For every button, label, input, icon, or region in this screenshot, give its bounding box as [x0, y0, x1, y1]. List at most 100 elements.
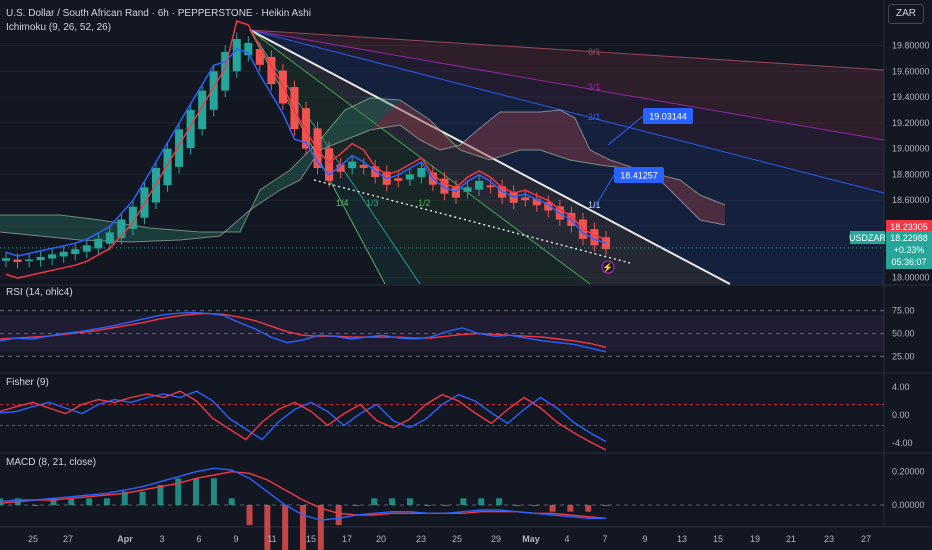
macd-histogram-bar [567, 505, 574, 512]
time-axis-label: 17 [342, 534, 352, 544]
symbol-title[interactable]: U.S. Dollar / South African Rand · 6h · … [6, 8, 311, 19]
candle [359, 164, 368, 168]
macd-histogram-bar [121, 491, 128, 505]
macd-histogram-bar [406, 498, 413, 505]
price-callout-label: 18.41257 [620, 171, 658, 181]
ichimoku-indicator-label[interactable]: Ichimoku (9, 26, 52, 26) [6, 22, 112, 33]
candle [25, 259, 34, 262]
candle [463, 187, 472, 192]
time-axis-label: 25 [452, 534, 462, 544]
macd-axis-label: 0.00000 [892, 500, 925, 510]
candle [255, 49, 264, 65]
senkou-span-a [0, 97, 726, 233]
symbol-badge-label: USDZAR [849, 233, 887, 243]
macd-histogram-bar [282, 505, 289, 550]
gann-fan-line [249, 29, 885, 141]
candle [301, 108, 311, 149]
candle [186, 109, 195, 149]
price-axis-label: 18.00000 [892, 273, 930, 283]
time-axis-label: 27 [63, 534, 73, 544]
candle [313, 128, 322, 168]
fisher-line [0, 390, 607, 451]
gann-fan-zone [250, 30, 884, 284]
time-axis-label: 29 [491, 534, 501, 544]
price-axis-label: 19.20000 [892, 118, 930, 128]
time-axis-label: 6 [196, 534, 201, 544]
price-axis-label: 19.60000 [892, 66, 930, 76]
time-axis-label: May [522, 534, 540, 544]
rsi-line [0, 311, 607, 353]
time-axis-label: 20 [376, 534, 386, 544]
macd-histogram-bar [246, 505, 253, 525]
rsi-panel-title[interactable]: RSI (14, ohlc4) [6, 287, 73, 298]
price-axis-label: 19.00000 [892, 144, 930, 154]
callout-pointer [593, 174, 615, 209]
callout-pointer [607, 115, 644, 146]
candle [544, 202, 553, 211]
time-axis-label: 7 [602, 534, 607, 544]
currency-button[interactable]: ZAR [888, 4, 924, 24]
ichimoku-cloud-bear [370, 100, 725, 225]
gann-fan-line [249, 29, 885, 194]
time-axis-label: 23 [824, 534, 834, 544]
macd-histogram-bar [32, 505, 39, 506]
candle [601, 237, 611, 250]
macd-histogram-bar [442, 505, 449, 506]
time-axis-label: 11 [267, 534, 276, 544]
price-callout-label: 19.03144 [649, 112, 687, 122]
lightning-event-icon [601, 260, 615, 274]
candle [117, 219, 126, 239]
macd-panel-title[interactable]: MACD (8, 21, close) [6, 457, 97, 468]
macd-histogram-bar [103, 498, 110, 505]
macd-histogram-bar [513, 505, 520, 506]
time-axis-label: 19 [750, 534, 760, 544]
last-price-label: 18.22988 [890, 233, 928, 243]
macd-histogram-bar [389, 498, 396, 505]
time-axis-label: 9 [642, 534, 647, 544]
ichimoku-cloud-bull [0, 98, 400, 242]
candle [290, 87, 299, 130]
candle [325, 148, 334, 181]
candle [440, 178, 449, 194]
fisher-trigger-line [0, 390, 607, 443]
candle [221, 51, 230, 91]
macd-histogram-bar [300, 505, 306, 550]
macd-histogram-bar [424, 505, 431, 506]
time-axis-label: 21 [786, 534, 796, 544]
candle [128, 206, 137, 229]
prev-price-badge [886, 220, 932, 233]
tenkan-sen-line [5, 48, 607, 257]
macd-histogram-bar [335, 505, 342, 525]
time-axis-label: 13 [677, 534, 687, 544]
price-callout [643, 108, 693, 124]
candle [1, 258, 11, 261]
macd-axis-label: 0.20000 [892, 467, 925, 477]
candle [521, 197, 530, 201]
bar-countdown-label: 05:36:07 [891, 257, 926, 267]
candle [232, 39, 241, 72]
price-axis-label: 18.80000 [892, 169, 930, 179]
candle [394, 178, 403, 181]
time-axis-label: 3 [159, 534, 164, 544]
candle [209, 71, 218, 110]
macd-histogram-bar [371, 498, 378, 505]
fisher-panel-title[interactable]: Fisher (9) [6, 377, 49, 388]
time-axis-label: 25 [28, 534, 38, 544]
candle [105, 232, 114, 244]
rsi-axis-label: 50.00 [892, 329, 915, 339]
candle [94, 238, 103, 249]
gann-fan-label: 1/3 [366, 198, 379, 208]
gann-fan-label: 1/1 [588, 200, 601, 210]
macd-histogram-bar [157, 485, 164, 505]
candle [36, 256, 45, 261]
candle [175, 129, 184, 167]
gann-fan-label: 1/2 [418, 198, 431, 208]
macd-line [0, 467, 606, 521]
candle [405, 174, 414, 180]
price-axis-label: 18.60000 [892, 195, 930, 205]
macd-histogram-bar [603, 505, 609, 506]
price-change-label: +0.33% [894, 245, 925, 255]
candle [163, 148, 172, 186]
macd-histogram-bar [585, 505, 592, 512]
